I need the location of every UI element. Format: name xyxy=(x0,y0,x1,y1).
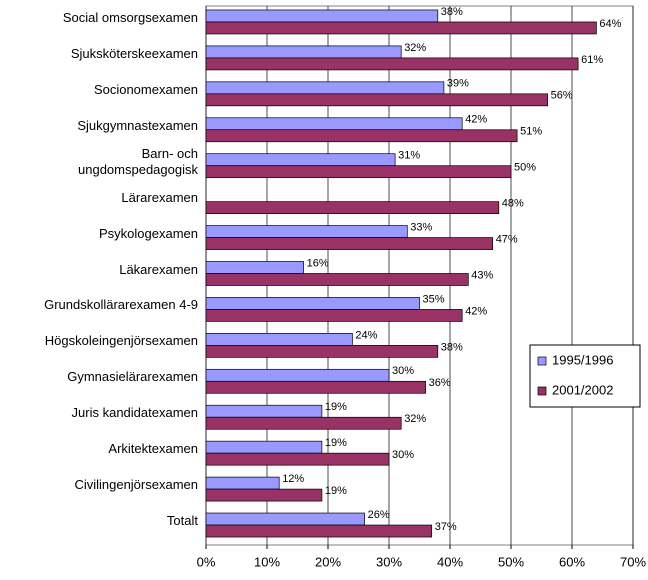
data-label: 37% xyxy=(435,521,457,533)
bar xyxy=(205,225,408,238)
data-label: 56% xyxy=(551,90,573,102)
bar xyxy=(205,261,304,274)
y-tick-label: Barn- och ungdomspedagogisk xyxy=(78,145,198,177)
y-tick-label: Socionomexamen xyxy=(93,81,198,97)
legend-box xyxy=(529,344,641,408)
bar xyxy=(205,512,365,526)
data-label: 19% xyxy=(325,485,347,497)
data-label: 30% xyxy=(392,449,414,461)
y-tick-label: Social omsorgsexamen xyxy=(62,9,198,25)
data-label: 47% xyxy=(496,233,518,245)
legend-label: 2001/2002 xyxy=(552,382,613,397)
bar xyxy=(205,57,579,71)
data-label: 32% xyxy=(404,413,426,425)
bar xyxy=(205,237,494,250)
bar xyxy=(205,201,500,214)
x-tick-label: 20% xyxy=(315,554,341,569)
bar xyxy=(205,21,597,35)
bar xyxy=(205,488,323,502)
data-label: 32% xyxy=(404,42,426,54)
legend-swatch xyxy=(537,356,547,366)
bar xyxy=(205,273,469,286)
data-label: 42% xyxy=(465,305,487,317)
y-tick-label: Gymnasielärarexamen xyxy=(67,369,198,385)
bar xyxy=(205,165,512,179)
bar xyxy=(205,404,323,418)
bar xyxy=(205,452,390,466)
bar xyxy=(205,368,390,382)
data-label: 38% xyxy=(441,341,463,353)
bar xyxy=(205,333,353,346)
x-tick-label: 30% xyxy=(376,554,402,569)
bar xyxy=(205,117,463,131)
bar xyxy=(205,476,280,490)
data-label: 48% xyxy=(502,198,524,210)
bar xyxy=(205,309,463,322)
y-tick-label: Sjuksköterskeexamen xyxy=(70,45,198,61)
data-label: 19% xyxy=(325,437,347,449)
y-tick-label: Juris kandidatexamen xyxy=(71,405,198,421)
bar xyxy=(205,380,426,394)
data-label: 24% xyxy=(355,329,377,341)
bar xyxy=(205,524,433,538)
y-tick-label: Grundskollärarexamen 4-9 xyxy=(44,297,198,313)
bar xyxy=(205,9,439,23)
y-tick-label: Arkitektexamen xyxy=(108,441,198,457)
y-tick-label: Högskoleingenjörsexamen xyxy=(44,333,198,349)
x-tick-label: 50% xyxy=(498,554,524,569)
y-tick-label: Psykologexamen xyxy=(99,225,198,241)
data-label: 43% xyxy=(471,269,493,281)
data-label: 16% xyxy=(307,257,329,269)
data-label: 38% xyxy=(441,6,463,18)
data-label: 35% xyxy=(423,293,445,305)
data-label: 61% xyxy=(581,54,603,66)
y-tick-label: Läkarexamen xyxy=(119,261,198,277)
y-tick-label: Civilingenjörsexamen xyxy=(74,477,198,493)
x-tick-label: 60% xyxy=(559,554,585,569)
data-label: 31% xyxy=(398,150,420,162)
data-label: 26% xyxy=(368,509,390,521)
data-label: 12% xyxy=(282,473,304,485)
bar xyxy=(205,129,518,143)
y-tick-label: Lärarexamen xyxy=(121,189,198,205)
bar xyxy=(205,345,439,358)
bar xyxy=(205,93,548,107)
y-tick-label: Totalt xyxy=(166,513,198,529)
bar xyxy=(205,440,323,454)
x-tick-label: 10% xyxy=(254,554,280,569)
bar xyxy=(205,153,396,167)
data-label: 64% xyxy=(599,18,621,30)
x-tick-label: 40% xyxy=(437,554,463,569)
data-label: 30% xyxy=(392,365,414,377)
y-tick-label: Sjukgymnastexamen xyxy=(77,117,198,133)
x-tick-label: 70% xyxy=(620,554,646,569)
bar xyxy=(205,416,402,430)
data-label: 50% xyxy=(514,162,536,174)
bar xyxy=(205,45,402,59)
legend-swatch xyxy=(537,386,547,396)
bar xyxy=(205,297,420,310)
data-label: 42% xyxy=(465,114,487,126)
data-label: 33% xyxy=(410,221,432,233)
data-label: 39% xyxy=(447,78,469,90)
legend-label: 1995/1996 xyxy=(552,352,613,367)
x-tick-label: 0% xyxy=(197,554,216,569)
data-label: 51% xyxy=(520,126,542,138)
data-label: 36% xyxy=(429,377,451,389)
data-label: 19% xyxy=(325,401,347,413)
bar xyxy=(205,81,445,95)
